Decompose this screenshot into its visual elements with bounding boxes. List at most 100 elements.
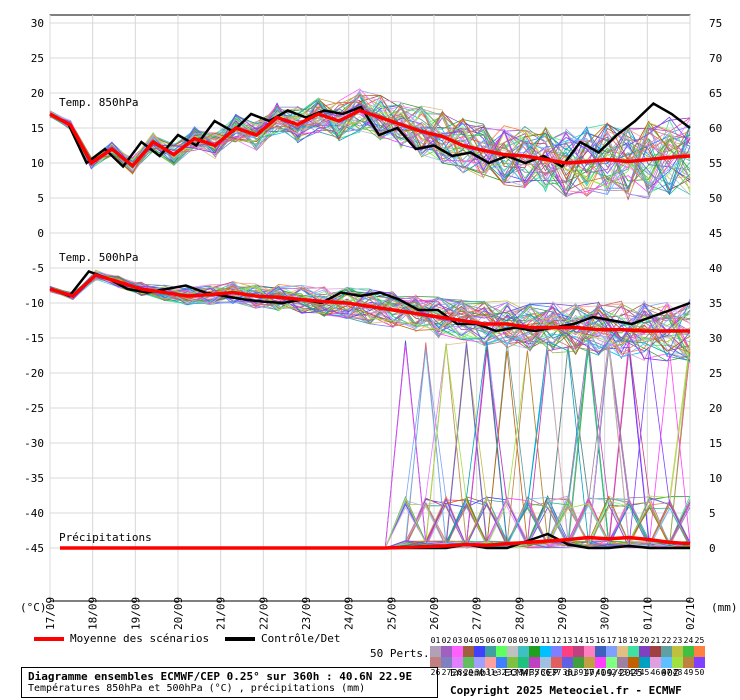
member-swatch xyxy=(474,657,485,668)
member-swatch xyxy=(496,657,507,668)
tick-date: 18/09 xyxy=(87,597,100,630)
tick-date: 29/09 xyxy=(556,597,569,630)
member-500 xyxy=(49,275,691,348)
member-number: 01 xyxy=(430,636,441,645)
member-number: 26 xyxy=(430,668,441,677)
member-number: 31 xyxy=(485,668,496,677)
tick-date: 19/09 xyxy=(129,597,142,630)
tick-right: 75 xyxy=(709,17,722,30)
unit-right: (mm) xyxy=(711,601,738,614)
legend-mean-swatch xyxy=(34,636,64,641)
member-swatch xyxy=(639,657,650,668)
member-swatch xyxy=(661,657,672,668)
tick-right: 0 xyxy=(709,542,716,555)
member-number: 09 xyxy=(518,636,529,645)
member-swatch xyxy=(683,657,694,668)
member-number: 10 xyxy=(529,636,540,645)
member-number: 19 xyxy=(628,636,639,645)
member-number: 50 xyxy=(694,668,705,677)
member-swatch xyxy=(507,657,518,668)
member-number: 25 xyxy=(694,636,705,645)
member-850 xyxy=(49,96,691,185)
member-swatch xyxy=(430,646,441,657)
member-swatch xyxy=(441,646,452,657)
member-swatch xyxy=(584,657,595,668)
member-number: 18 xyxy=(617,636,628,645)
member-swatch xyxy=(463,646,474,657)
tick-left: -15 xyxy=(24,332,44,345)
tick-left: 20 xyxy=(31,87,44,100)
tick-date: 25/09 xyxy=(385,597,398,630)
member-500 xyxy=(49,278,691,356)
member-swatch xyxy=(672,657,683,668)
mean-precip xyxy=(60,535,691,550)
member-swatch xyxy=(661,646,672,657)
members-label: 50 Perts. xyxy=(370,647,430,660)
member-number: 47 xyxy=(661,668,672,677)
member-number: 30 xyxy=(474,668,485,677)
member-number: 11 xyxy=(540,636,551,645)
member-number: 42 xyxy=(606,668,617,677)
member-number: 06 xyxy=(485,636,496,645)
tick-left: 25 xyxy=(31,52,44,65)
tick-date: 02/10 xyxy=(684,597,697,630)
tick-date: 01/10 xyxy=(641,597,654,630)
unit-left: (°C) xyxy=(20,601,47,614)
member-number: 34 xyxy=(518,668,529,677)
member-number: 23 xyxy=(672,636,683,645)
member-swatch xyxy=(551,657,562,668)
tick-left: -35 xyxy=(24,472,44,485)
member-swatch xyxy=(606,646,617,657)
member-number: 32 xyxy=(496,668,507,677)
tick-right: 55 xyxy=(709,157,722,170)
member-number-row: 26 27 28 29 30 31 32 33 34 35 36 37 38 39 40 41 42 43 44 45… xyxy=(430,668,705,678)
tick-date: 17/09 xyxy=(44,597,57,630)
member-swatch xyxy=(683,646,694,657)
member-number: 02 xyxy=(441,636,452,645)
tick-left: -30 xyxy=(24,437,44,450)
member-swatch xyxy=(540,657,551,668)
member-swatch xyxy=(650,646,661,657)
member-number: 41 xyxy=(595,668,606,677)
member-number: 08 xyxy=(507,636,518,645)
tick-date: 23/09 xyxy=(300,597,313,630)
tick-left: -40 xyxy=(24,507,44,520)
legend-mean: Moyenne des scénarios xyxy=(34,632,209,645)
member-swatch xyxy=(639,646,650,657)
member-number: 36 xyxy=(540,668,551,677)
member-number: 12 xyxy=(551,636,562,645)
tick-left: 0 xyxy=(37,227,44,240)
tick-left: -45 xyxy=(24,542,44,555)
control-t850 xyxy=(49,101,691,169)
tick-date: 26/09 xyxy=(428,597,441,630)
legend-control-label: Contrôle/Det xyxy=(261,632,341,645)
member-swatch xyxy=(595,646,606,657)
tick-date: 27/09 xyxy=(471,597,484,630)
member-number: 05 xyxy=(474,636,485,645)
member-number-row: 01 02 03 04 05 06 07 08 09 10 11 12 13 14 15 16 17 18 19 20… xyxy=(430,636,705,646)
run-info: Ensemble ECMWF/CEP du 17/09/2025 - 00Z xyxy=(450,668,679,679)
member-number: 14 xyxy=(573,636,584,645)
member-swatch xyxy=(529,646,540,657)
member-number: 37 xyxy=(551,668,562,677)
tick-left: -20 xyxy=(24,367,44,380)
tick-right: 20 xyxy=(709,402,722,415)
tick-right: 70 xyxy=(709,52,722,65)
member-number: 29 xyxy=(463,668,474,677)
member-swatch xyxy=(617,646,628,657)
member-swatch xyxy=(573,657,584,668)
tick-date: 21/09 xyxy=(215,597,228,630)
member-swatch xyxy=(573,646,584,657)
chart-title: Diagramme ensembles ECMWF/CEP 0.25° sur … xyxy=(28,670,413,683)
tick-right: 10 xyxy=(709,472,722,485)
member-850 xyxy=(49,101,691,189)
member-swatch xyxy=(474,646,485,657)
member-number: 16 xyxy=(595,636,606,645)
member-500 xyxy=(49,276,691,362)
tick-right: 30 xyxy=(709,332,722,345)
member-swatch xyxy=(628,657,639,668)
mean-t850 xyxy=(49,108,691,169)
tick-date: 24/09 xyxy=(343,597,356,630)
